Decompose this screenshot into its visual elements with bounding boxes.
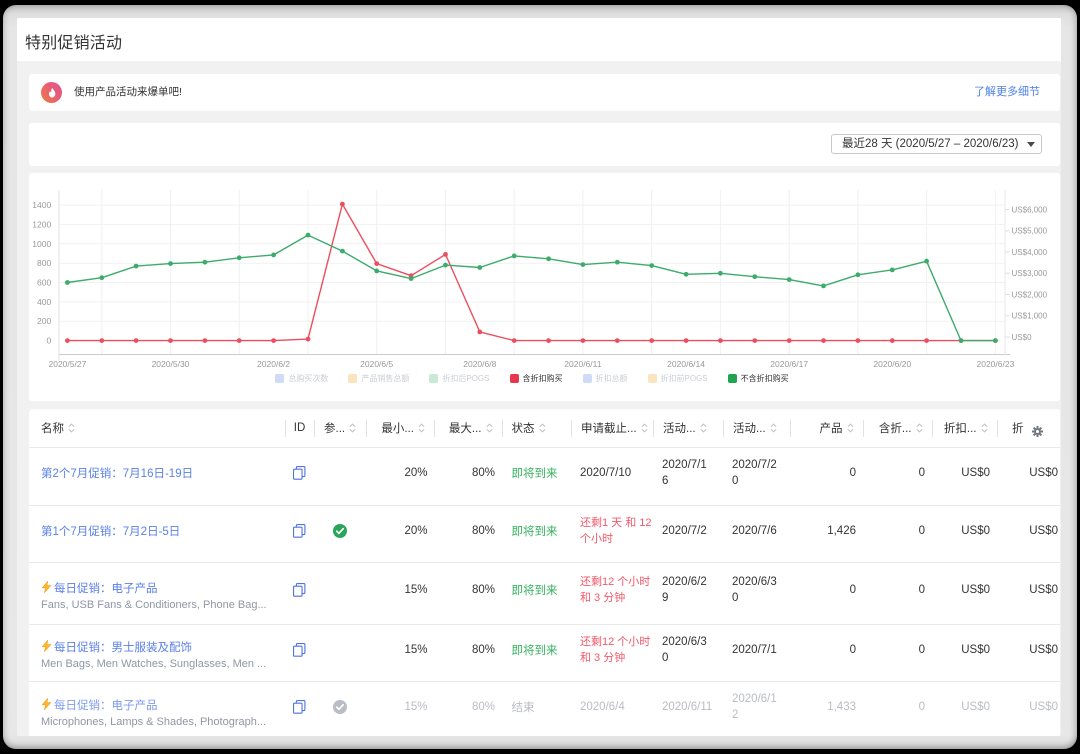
svg-text:0: 0 bbox=[46, 336, 51, 346]
svg-text:US$6,000: US$6,000 bbox=[1012, 205, 1048, 214]
svg-text:2020/5/30: 2020/5/30 bbox=[152, 359, 190, 369]
svg-text:600: 600 bbox=[37, 278, 51, 288]
svg-text:2020/6/14: 2020/6/14 bbox=[667, 359, 705, 369]
svg-text:US$1,000: US$1,000 bbox=[1012, 312, 1048, 321]
svg-text:1200: 1200 bbox=[32, 219, 51, 229]
svg-text:2020/6/8: 2020/6/8 bbox=[463, 359, 496, 369]
svg-text:2020/5/27: 2020/5/27 bbox=[48, 359, 86, 369]
svg-text:1400: 1400 bbox=[32, 200, 51, 210]
svg-text:US$0: US$0 bbox=[1012, 333, 1033, 342]
svg-text:2020/6/11: 2020/6/11 bbox=[564, 359, 601, 369]
svg-text:US$5,000: US$5,000 bbox=[1012, 227, 1048, 236]
svg-text:1000: 1000 bbox=[32, 239, 51, 249]
svg-text:US$2,000: US$2,000 bbox=[1012, 290, 1048, 299]
svg-text:2020/6/20: 2020/6/20 bbox=[873, 359, 911, 369]
svg-text:2020/6/2: 2020/6/2 bbox=[257, 359, 290, 369]
svg-text:2020/6/23: 2020/6/23 bbox=[976, 359, 1014, 369]
svg-text:200: 200 bbox=[37, 316, 51, 326]
svg-text:800: 800 bbox=[37, 258, 51, 268]
svg-text:400: 400 bbox=[37, 297, 51, 307]
svg-text:2020/6/5: 2020/6/5 bbox=[360, 359, 393, 369]
svg-text:2020/6/17: 2020/6/17 bbox=[770, 359, 808, 369]
svg-text:US$4,000: US$4,000 bbox=[1012, 248, 1048, 257]
svg-text:US$3,000: US$3,000 bbox=[1012, 269, 1048, 278]
